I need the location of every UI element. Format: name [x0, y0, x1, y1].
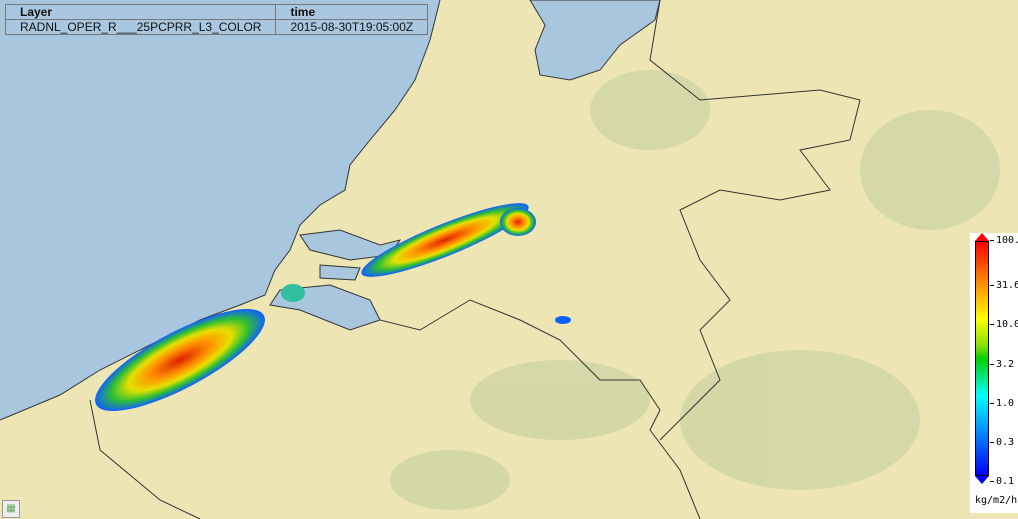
legend-tick: 0.3 — [990, 437, 1014, 448]
legend-min-arrow — [975, 476, 989, 484]
legend-unit: kg/m2/h — [975, 495, 1018, 506]
legend-tick: 100. — [990, 235, 1018, 246]
layer-name: RADNL_OPER_R___25PCPRR_L3_COLOR — [4, 19, 277, 35]
legend-max-arrow — [975, 233, 989, 241]
rain-cell — [500, 208, 536, 236]
legend-tick: 0.1 — [990, 476, 1014, 487]
header-time: time — [275, 4, 429, 20]
layer-info-table: Layer time RADNL_OPER_R___25PCPRR_L3_COL… — [4, 4, 429, 35]
radar-precipitation — [95, 203, 571, 411]
rain-cell — [281, 284, 305, 302]
legend-tick: 31.6 — [990, 280, 1018, 291]
ijsselmeer — [529, 0, 661, 81]
legend-tick: 1.0 — [990, 398, 1014, 409]
layer-time: 2015-08-30T19:05:00Z — [275, 19, 429, 35]
rain-cell — [361, 203, 529, 277]
legend-colorbar — [975, 241, 989, 476]
legend-tick: 10.0 — [990, 319, 1018, 330]
color-legend: 100. 31.6 10.0 3.2 1.0 0.3 0.1 kg/m2/h — [970, 233, 1018, 513]
borders — [0, 0, 861, 519]
image-icon[interactable]: ▦ — [2, 500, 20, 518]
legend-tick: 3.2 — [990, 359, 1014, 370]
terrain-shading — [390, 70, 1000, 510]
rain-cell — [95, 309, 265, 411]
rain-cell — [555, 316, 571, 324]
header-layer: Layer — [4, 4, 277, 20]
sea — [0, 0, 440, 420]
